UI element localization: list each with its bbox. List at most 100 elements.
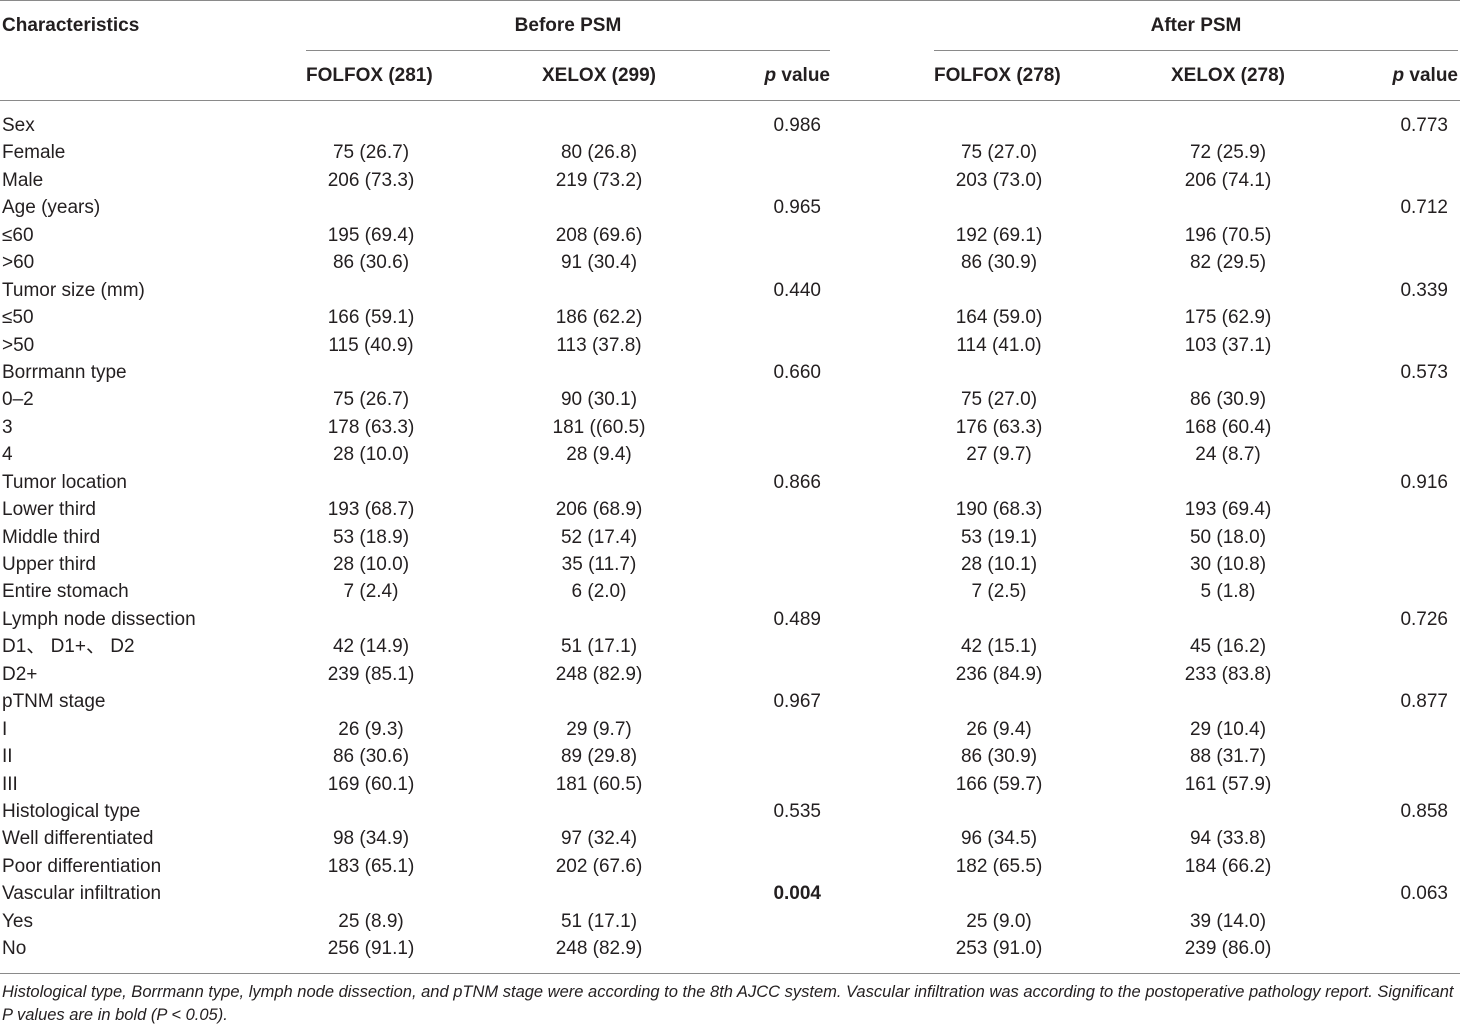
before-xelox-cell: 206 (68.9) (555, 499, 643, 521)
row-label: ≤60 (2, 224, 34, 246)
table-row: ≤60 195 (69.4) 208 (69.6) 192 (69.1) 196 (70… (0, 222, 1460, 249)
row-label: Age (years) (2, 197, 101, 219)
table-row: Poor differentiation 183 (65.1) 202 (67.6)… (0, 853, 1460, 880)
after-p-value-cell: 0.712 (1400, 197, 1448, 219)
row-label: Tumor location (2, 471, 127, 493)
row-label: 4 (2, 444, 13, 466)
after-xelox-cell: 161 (57.9) (1184, 773, 1272, 795)
row-label: pTNM stage (2, 691, 106, 713)
after-p-value-cell: 0.858 (1400, 800, 1448, 822)
before-xelox-cell: 181 ((60.5) (552, 416, 646, 438)
table-row: No 256 (91.1) 248 (82.9) 253 (91.0) 239 (86.… (0, 935, 1460, 962)
row-label: Poor differentiation (2, 855, 162, 877)
row-label: Tumor size (mm) (2, 279, 145, 301)
before-folfox-header: FOLFOX (281) (306, 65, 433, 86)
table-row: Well differentiated 98 (34.9) 97 (32.4) 96 … (0, 825, 1460, 852)
row-label: Lymph node dissection (2, 608, 196, 630)
after-xelox-cell: 24 (8.7) (1195, 444, 1261, 466)
before-folfox-cell: 42 (14.9) (332, 636, 410, 658)
p-letter: p (1392, 65, 1405, 86)
table-row: ≤50 166 (59.1) 186 (62.2) 164 (59.0) 175 (62… (0, 304, 1460, 331)
before-folfox-cell: 183 (65.1) (327, 855, 415, 877)
before-p-value-cell: 0.440 (773, 279, 821, 301)
before-folfox-cell: 169 (60.1) (327, 773, 415, 795)
after-xelox-cell: 206 (74.1) (1184, 169, 1272, 191)
after-folfox-cell: 176 (63.3) (955, 416, 1043, 438)
before-xelox-cell: 248 (82.9) (555, 663, 643, 685)
before-folfox-cell: 206 (73.3) (327, 169, 415, 191)
before-p-value-cell: 0.535 (773, 800, 821, 822)
before-xelox-cell: 202 (67.6) (555, 855, 643, 877)
before-xelox-cell: 80 (26.8) (560, 142, 638, 164)
row-label: D1、 D1+、 D2 (2, 636, 135, 658)
before-xelox-cell: 29 (9.7) (566, 718, 632, 740)
p-rest: value (776, 65, 830, 86)
before-xelox-cell: 51 (17.1) (560, 636, 638, 658)
before-psm-underline (306, 50, 830, 51)
table-row: Lymph node dissection 0.489 0.726 (0, 606, 1460, 633)
before-folfox-cell: 98 (34.9) (332, 828, 410, 850)
after-p-value-cell: 0.773 (1400, 115, 1448, 136)
after-p-value-cell: 0.916 (1400, 471, 1448, 493)
p-rest: value (1404, 65, 1458, 86)
after-xelox-cell: 30 (10.8) (1189, 554, 1267, 575)
after-p-value-header: p value (1330, 64, 1458, 88)
top-rule (0, 0, 1460, 1)
table-row: >50 115 (40.9) 113 (37.8) 114 (41.0) 103 (37… (0, 332, 1460, 359)
after-folfox-cell: 182 (65.5) (955, 855, 1043, 877)
row-label: Middle third (2, 526, 101, 548)
before-folfox-cell: 239 (85.1) (327, 663, 415, 685)
table-footnote: Histological type, Borrmann type, lymph … (2, 983, 1454, 1024)
row-label: D2+ (2, 663, 38, 685)
after-folfox-cell: 26 (9.4) (966, 718, 1032, 740)
after-psm-underline (934, 50, 1458, 51)
before-folfox-cell: 166 (59.1) (327, 307, 415, 329)
table-row: Tumor location 0.866 0.916 (0, 469, 1460, 496)
before-folfox-cell: 75 (26.7) (332, 142, 410, 164)
row-label: No (2, 938, 27, 960)
after-folfox-cell: 53 (19.1) (960, 526, 1038, 548)
before-xelox-cell: 219 (73.2) (555, 169, 643, 191)
after-xelox-header: XELOX (278) (1170, 65, 1286, 86)
before-p-value-cell: 0.965 (773, 197, 821, 219)
row-label: III (2, 773, 18, 795)
after-xelox-cell: 45 (16.2) (1189, 636, 1267, 658)
table-row: Middle third 53 (18.9) 52 (17.4) 53 (19.1) 5… (0, 524, 1460, 551)
after-xelox-cell: 103 (37.1) (1184, 334, 1272, 356)
row-label: Male (2, 169, 44, 191)
table-row: Male 206 (73.3) 219 (73.2) 203 (73.0) 206 (7… (0, 167, 1460, 194)
after-folfox-cell: 86 (30.9) (960, 746, 1038, 768)
before-xelox-cell: 181 (60.5) (555, 773, 643, 795)
after-xelox-cell: 29 (10.4) (1189, 718, 1267, 740)
table-row: 0–2 75 (26.7) 90 (30.1) 75 (27.0) 86 (30.9) (0, 386, 1460, 413)
before-xelox-cell: 248 (82.9) (555, 938, 643, 960)
before-xelox-cell: 186 (62.2) (555, 307, 643, 329)
after-folfox-cell: 75 (27.0) (960, 142, 1038, 164)
table-row: Vascular infiltration 0.004 0.063 (0, 880, 1460, 907)
table-row: Borrmann type 0.660 0.573 (0, 359, 1460, 386)
table-row: Upper third 28 (10.0) 35 (11.7) 28 (10.1) 30… (0, 551, 1460, 578)
before-folfox-cell: 25 (8.9) (338, 910, 404, 932)
row-label: I (2, 718, 8, 740)
row-label: Vascular infiltration (2, 883, 162, 905)
table-row: Tumor size (mm) 0.440 0.339 (0, 277, 1460, 304)
before-xelox-cell: 28 (9.4) (566, 444, 632, 466)
row-label: ≤50 (2, 307, 34, 329)
after-folfox-cell: 25 (9.0) (966, 910, 1032, 932)
before-folfox-cell: 7 (2.4) (343, 581, 399, 603)
row-label: >50 (2, 334, 35, 356)
after-psm-header: After PSM (1150, 15, 1242, 36)
before-xelox-header: XELOX (299) (541, 65, 657, 86)
after-folfox-cell: 28 (10.1) (960, 554, 1038, 575)
after-xelox-cell: 184 (66.2) (1184, 855, 1272, 877)
row-label: Histological type (2, 800, 141, 822)
before-folfox-cell: 26 (9.3) (338, 718, 404, 740)
before-xelox-cell: 35 (11.7) (561, 554, 637, 575)
before-xelox-cell: 97 (32.4) (560, 828, 638, 850)
table-row: >60 86 (30.6) 91 (30.4) 86 (30.9) 82 (29.5) (0, 249, 1460, 276)
before-folfox-cell: 115 (40.9) (328, 334, 414, 356)
before-xelox-cell: 208 (69.6) (555, 224, 643, 246)
before-p-value-cell: 0.967 (773, 691, 821, 713)
table-row: Age (years) 0.965 0.712 (0, 194, 1460, 221)
after-folfox-header: FOLFOX (278) (934, 65, 1061, 86)
